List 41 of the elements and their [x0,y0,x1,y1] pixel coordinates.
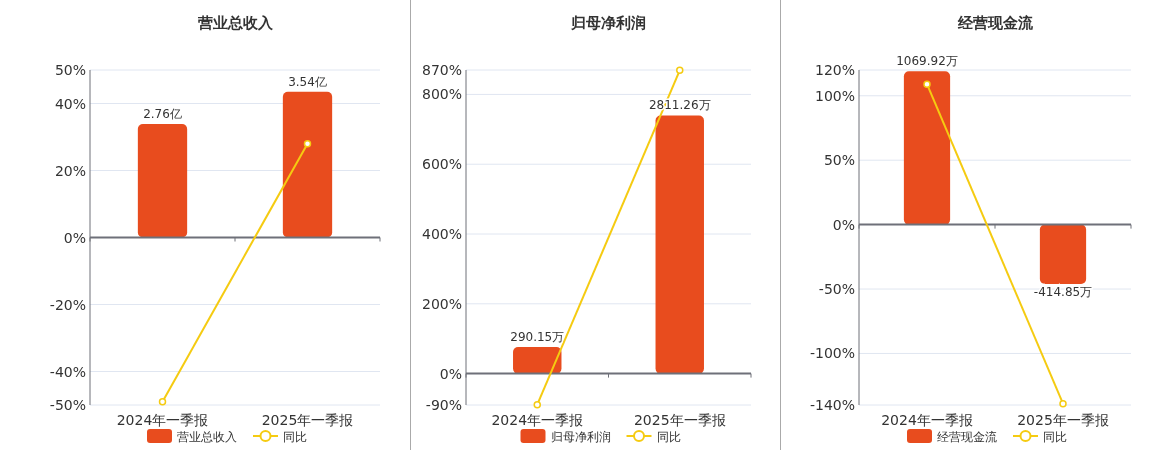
ytick: 870% [421,62,462,78]
ytick: -100% [809,345,855,362]
ytick: -140% [809,397,855,413]
legend-label: 同比 [656,429,681,444]
legend-label: 营业总收入 [177,429,237,444]
ytick: 120% [814,62,855,78]
ytick: -20% [49,296,86,313]
legend-label: 归母净利润 [550,429,611,444]
ytick: 0% [832,216,855,233]
legend-label: 经营现金流 [937,429,997,444]
title: 营业总收入 [197,14,273,32]
data-label: 3.54亿 [288,74,327,89]
data-label: 1069.92万 [896,54,958,69]
xtick: 2025年一季报 [633,412,726,428]
ytick: 0% [63,229,86,246]
ytick: 50% [823,152,855,169]
xtick: 2025年一季报 [1017,412,1109,428]
ytick: -90% [425,397,462,413]
data-label: -414.85万 [1033,285,1093,300]
ytick: 400% [421,226,462,242]
legend-label: 同比 [283,429,307,444]
ytick: 50% [54,62,86,78]
title: 经营现金流 [957,14,1033,32]
ytick: 800% [421,86,462,103]
ytick: -50% [49,397,86,413]
legend-label: 同比 [1043,429,1067,444]
ytick: 20% [54,162,86,179]
data-label: 2.76亿 [143,106,182,121]
xtick: 2024年一季报 [491,412,584,428]
ytick: 0% [439,365,462,382]
ytick: -50% [818,281,855,298]
title: 归母净利润 [571,14,646,32]
ytick: 100% [814,87,855,104]
xtick: 2025年一季报 [261,412,354,428]
ytick: 600% [421,156,462,173]
ytick: 40% [54,95,86,112]
xtick: 2024年一季报 [116,412,209,428]
ytick: -40% [49,363,86,380]
data-label: 290.15万 [510,329,565,344]
ytick: 200% [421,295,462,312]
xtick: 2024年一季报 [881,412,973,428]
